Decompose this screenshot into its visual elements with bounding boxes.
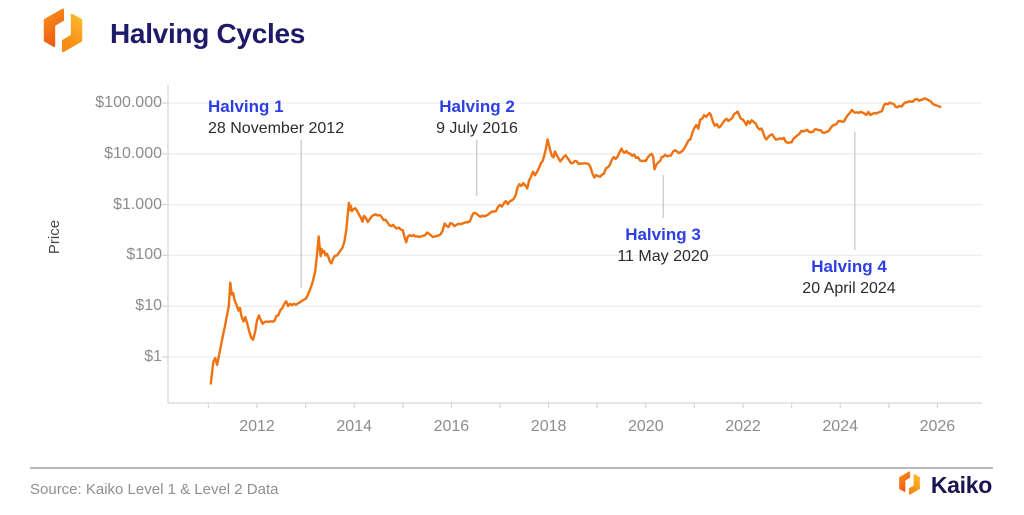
x-tick-label: 2026 — [919, 418, 956, 435]
halving-3-annotation: Halving 3 11 May 2020 — [617, 224, 708, 267]
x-tick-label: 2018 — [530, 418, 567, 435]
x-tick-label: 2024 — [822, 418, 858, 435]
halving-4-date: 20 April 2024 — [802, 280, 896, 297]
x-tick-label: 2022 — [725, 418, 761, 435]
kaiko-logo-icon — [43, 8, 83, 53]
page-title: Halving Cycles — [110, 18, 305, 49]
halving-2-annotation: Halving 2 9 July 2016 — [436, 96, 518, 139]
y-tick-label: $100 — [126, 246, 162, 264]
halving-1-label: Halving 1 — [208, 97, 284, 116]
x-tick-label: 2014 — [336, 418, 372, 435]
halving-4-label: Halving 4 — [811, 257, 887, 276]
halving-1-date: 28 November 2012 — [208, 120, 345, 137]
halving-3-label: Halving 3 — [625, 225, 701, 244]
y-tick-label: $1.000 — [113, 195, 162, 213]
brand-wordmark: Kaiko — [930, 471, 992, 498]
x-tick-label: 2016 — [433, 418, 470, 435]
price-line — [209, 97, 942, 385]
halving-4-annotation: Halving 4 20 April 2024 — [802, 256, 895, 299]
halving-1-annotation: Halving 1 28 November 2012 — [208, 96, 344, 139]
footer-brand: Kaiko — [895, 471, 992, 499]
x-tick-label: 2012 — [239, 418, 275, 435]
y-tick-label: $100.000 — [95, 94, 162, 111]
y-tick-label: $10 — [135, 297, 162, 315]
header: Halving Cycles — [36, 8, 305, 60]
footer-divider — [30, 467, 993, 469]
y-axis-title: Price — [46, 219, 63, 255]
x-tick-label: 2020 — [628, 418, 664, 435]
halving-2-label: Halving 2 — [439, 97, 515, 116]
y-tick-label: $1 — [144, 348, 162, 365]
y-tick-label: $10.000 — [104, 144, 162, 162]
halving-3-date: 11 May 2020 — [617, 248, 709, 265]
halving-2-date: 9 July 2016 — [436, 120, 518, 137]
source-text: Source: Kaiko Level 1 & Level 2 Data — [30, 481, 279, 498]
kaiko-logo-icon — [898, 471, 920, 495]
